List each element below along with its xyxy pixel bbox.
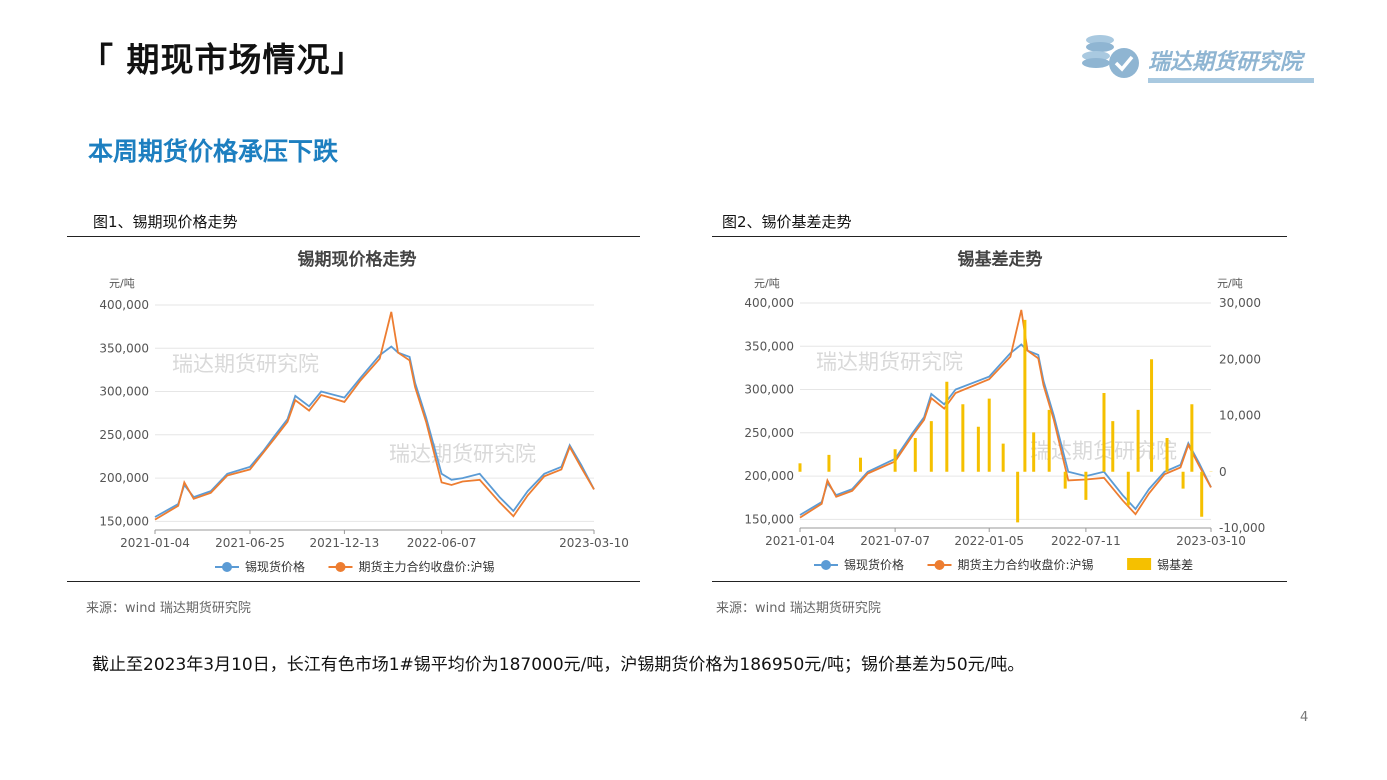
y-tick-label: 150,000 [99,514,149,528]
basis-bar [961,404,965,472]
chart-title: 锡期现价格走势 [298,249,417,270]
y-tick-label: 350,000 [744,339,794,353]
y2-tick-label: 30,000 [1219,296,1261,310]
y-tick-label: 350,000 [99,341,149,355]
legend-marker [934,560,945,570]
basis-bar [1001,443,1005,472]
chart-title: 锡基差走势 [958,249,1043,270]
y-tick-label: 250,000 [99,428,149,442]
series-line-spot [154,345,595,518]
y2-tick-label: 20,000 [1219,352,1261,366]
basis-bar [827,454,831,472]
y-tick-label: 300,000 [99,385,149,399]
watermark-text: 瑞达期货研究院 [172,352,319,376]
basis-bar [1200,471,1204,517]
y-tick-label: 200,000 [99,471,149,485]
x-tick-label: 2022-01-05 [954,534,1024,548]
page-number: 4 [1300,710,1309,725]
series-line-futures [799,309,1212,519]
basis-bar [1016,471,1020,523]
x-tick-label: 2021-01-04 [765,534,835,548]
figure-2-caption: 图2、锡价基差走势 [722,213,852,231]
basis-bar [1190,404,1194,472]
summary-text: 截止至2023年3月10日，长江有色市场1#锡平均价为187000元/吨，沪锡期… [92,655,1025,675]
y-tick-label: 400,000 [99,298,149,312]
legend-marker [821,560,831,570]
x-tick-label: 2021-06-25 [215,536,285,550]
legend-marker [335,562,346,572]
basis-bar [1136,409,1140,472]
basis-bar [976,426,980,472]
basis-bar [1150,359,1154,472]
basis-bar [913,438,917,472]
basis-bar [945,381,949,472]
y-tick-label: 150,000 [744,512,794,526]
basis-bar [1047,409,1051,472]
series-line-futures [154,311,595,521]
y2-tick-label: 0 [1219,465,1227,479]
x-tick-label: 2021-12-13 [310,536,380,550]
basis-bar [987,398,991,472]
figure-2-source: 来源：wind 瑞达期货研究院 [716,601,881,616]
y-tick-label: 400,000 [744,296,794,310]
figure-2-top-rule [712,236,1287,237]
y2-tick-label: 10,000 [1219,409,1261,423]
figure-2-bottom-rule [712,581,1287,582]
y2-tick-label: -10,000 [1219,521,1265,535]
legend-marker [222,562,232,572]
legend-label: 期货主力合约收盘价:沪锡 [958,557,1094,572]
watermark-text: 瑞达期货研究院 [816,350,963,374]
x-tick-label: 2023-03-10 [559,536,629,550]
page-title: 「 期现市场情况」 [80,40,365,79]
legend-swatch [1127,558,1152,570]
x-tick-label: 2022-06-07 [407,536,477,550]
legend-label: 锡基差 [1157,557,1193,572]
basis-bar [929,421,933,472]
x-tick-label: 2023-03-10 [1176,534,1246,548]
basis-bar [1165,438,1169,472]
y-axis-unit: 元/吨 [754,277,780,290]
basis-bar [1102,393,1106,472]
basis-bar [1126,471,1130,506]
y-tick-label: 200,000 [744,469,794,483]
y-tick-label: 300,000 [744,383,794,397]
basis-bar [1063,471,1067,489]
y-axis-unit: 元/吨 [109,277,135,290]
legend-label: 锡现货价格 [844,557,904,572]
legend-label: 锡现货价格 [245,559,305,574]
figure-1-caption: 图1、锡期现价格走势 [93,213,238,231]
basis-bar [858,457,862,472]
logo-underline [1148,78,1314,83]
figure-1-bottom-rule [67,581,640,582]
basis-bar [893,449,897,472]
basis-bar [798,463,802,472]
figure-1-source: 来源：wind 瑞达期货研究院 [86,601,251,616]
y2-axis-unit: 元/吨 [1217,277,1243,290]
basis-bar [1111,421,1115,472]
logo-text: 瑞达期货研究院 [1148,50,1303,75]
basis-bar [1084,471,1088,500]
company-logo: 瑞达期货研究院 [1078,30,1318,88]
x-tick-label: 2022-07-11 [1051,534,1121,548]
x-tick-label: 2021-01-04 [120,536,190,550]
figure-1-top-rule [67,236,640,237]
watermark-text: 瑞达期货研究院 [389,442,536,466]
basis-bar [1032,432,1036,472]
basis-bar [1181,471,1185,489]
y-tick-label: 250,000 [744,426,794,440]
coins-logo-icon [1082,35,1139,78]
basis-bar [1023,319,1027,472]
section-subtitle: 本周期货价格承压下跌 [88,137,339,166]
legend-label: 期货主力合约收盘价:沪锡 [359,559,495,574]
x-tick-label: 2021-07-07 [860,534,930,548]
